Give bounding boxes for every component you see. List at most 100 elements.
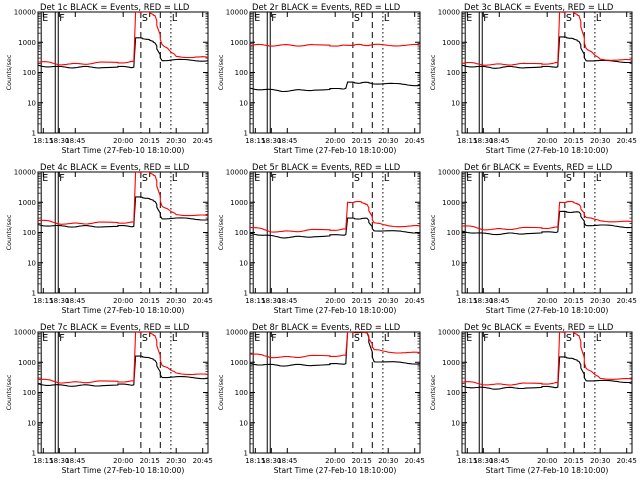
y-tick-label: 1 <box>244 450 248 458</box>
marker-label-E: E <box>42 333 48 344</box>
x-axis-label: Start Time (27-Feb-10 18:10:00) <box>486 306 609 315</box>
plot-frame <box>37 11 209 134</box>
y-tick-label: 1000 <box>442 39 460 47</box>
y-axis-label: Counts/sec <box>5 214 13 250</box>
x-tick-label: 20:30 <box>378 297 398 305</box>
x-tick-label: 20:15 <box>140 137 160 145</box>
y-tick-label: 1000 <box>442 199 460 207</box>
y-axis-label: Counts/sec <box>5 374 13 410</box>
lld-trace <box>38 332 208 384</box>
x-tick-label: 18:30 <box>473 137 493 145</box>
y-tick-label: 1 <box>32 290 36 298</box>
x-axis-label: Start Time (27-Feb-10 18:10:00) <box>62 466 185 475</box>
events-trace <box>462 210 632 236</box>
marker-label-L: L <box>172 13 178 24</box>
panel-9: Det 9c BLACK = Events, RED = LLD 1 10 100 10… <box>429 322 637 475</box>
panel-title: Det 7c BLACK = Events, RED = LLD <box>40 322 189 332</box>
x-tick-label: 20:30 <box>378 457 398 465</box>
panel-2: Det 2r BLACK = Events, RED = LLD 1 10 100 10… <box>217 2 425 155</box>
y-tick-label: 10 <box>239 259 248 267</box>
y-tick-label: 10 <box>239 419 248 427</box>
panel-1: Det 1c BLACK = Events, RED = LLD 1 10 100 10… <box>5 2 213 155</box>
marker-label-S: S <box>566 333 572 344</box>
x-tick-label: 20:45 <box>193 297 213 305</box>
events-trace <box>462 356 632 390</box>
y-tick-label: 1000 <box>442 359 460 367</box>
x-tick-label: 18:45 <box>277 297 297 305</box>
x-tick-label: 20:45 <box>617 297 637 305</box>
x-axis-label: Start Time (27-Feb-10 18:10:00) <box>274 466 397 475</box>
x-tick-label: 20:00 <box>537 297 557 305</box>
x-tick-label: 18:45 <box>65 137 85 145</box>
x-tick-label: 20:15 <box>564 297 584 305</box>
x-tick-label: 20:15 <box>564 457 584 465</box>
x-tick-label: 20:15 <box>352 137 372 145</box>
marker-label-E: E <box>466 173 472 184</box>
panel-title: Det 3c BLACK = Events, RED = LLD <box>464 2 613 12</box>
x-tick-label: 18:15 <box>457 137 477 145</box>
marker-label-E: E <box>466 13 472 24</box>
x-tick-label: 20:30 <box>590 137 610 145</box>
panel-title: Det 1c BLACK = Events, RED = LLD <box>40 2 189 12</box>
y-tick-label: 10000 <box>226 169 248 177</box>
y-tick-label: 10 <box>451 419 460 427</box>
x-tick-label: 18:30 <box>261 457 281 465</box>
lld-trace <box>250 332 420 359</box>
y-tick-label: 1000 <box>18 359 36 367</box>
y-tick-label: 1 <box>456 450 460 458</box>
x-tick-label: 20:30 <box>166 297 186 305</box>
marker-label-L: L <box>596 333 602 344</box>
y-axis-label: Counts/sec <box>429 54 437 90</box>
x-tick-label: 20:45 <box>617 137 637 145</box>
panel-title: Det 4c BLACK = Events, RED = LLD <box>40 162 189 172</box>
plot-frame <box>461 331 633 454</box>
x-tick-label: 18:15 <box>245 457 265 465</box>
marker-label-E: E <box>254 13 260 24</box>
panel-title: Det 8r BLACK = Events, RED = LLD <box>252 322 400 332</box>
x-axis-label: Start Time (27-Feb-10 18:10:00) <box>486 146 609 155</box>
marker-label-S: S <box>142 173 148 184</box>
plot-frame <box>37 171 209 294</box>
x-tick-label: 18:45 <box>65 457 85 465</box>
panel-title: Det 9c BLACK = Events, RED = LLD <box>464 322 613 332</box>
x-tick-label: 20:00 <box>113 297 133 305</box>
marker-label-F: F <box>483 173 488 184</box>
x-tick-label: 20:00 <box>113 457 133 465</box>
y-tick-label: 100 <box>235 229 248 237</box>
lld-trace <box>462 332 632 386</box>
y-tick-label: 10 <box>451 259 460 267</box>
y-tick-label: 100 <box>447 69 460 77</box>
marker-label-F: F <box>271 13 276 24</box>
x-tick-label: 18:45 <box>489 137 509 145</box>
marker-label-L: L <box>384 173 390 184</box>
y-tick-label: 100 <box>23 389 36 397</box>
x-tick-label: 20:00 <box>325 137 345 145</box>
y-axis-label: Counts/sec <box>429 374 437 410</box>
marker-label-F: F <box>483 333 488 344</box>
x-tick-label: 18:30 <box>473 457 493 465</box>
events-trace <box>38 355 208 387</box>
y-axis-label: Counts/sec <box>217 214 225 250</box>
marker-label-E: E <box>466 333 472 344</box>
x-tick-label: 18:30 <box>49 457 69 465</box>
marker-label-L: L <box>596 173 602 184</box>
y-tick-label: 10000 <box>14 329 36 337</box>
events-trace <box>250 217 420 239</box>
x-tick-label: 20:30 <box>166 137 186 145</box>
y-tick-label: 1 <box>456 130 460 138</box>
y-tick-label: 1 <box>32 130 36 138</box>
marker-label-S: S <box>354 333 360 344</box>
y-tick-label: 100 <box>235 69 248 77</box>
x-tick-label: 20:30 <box>166 457 186 465</box>
x-axis-label: Start Time (27-Feb-10 18:10:00) <box>62 306 185 315</box>
y-tick-label: 100 <box>23 69 36 77</box>
marker-label-F: F <box>483 13 488 24</box>
events-trace <box>38 196 208 228</box>
marker-label-L: L <box>384 333 390 344</box>
x-tick-label: 20:45 <box>405 457 425 465</box>
x-axis-label: Start Time (27-Feb-10 18:10:00) <box>486 466 609 475</box>
y-tick-label: 1000 <box>230 199 248 207</box>
lld-trace <box>38 172 208 225</box>
plot-frame <box>461 11 633 134</box>
